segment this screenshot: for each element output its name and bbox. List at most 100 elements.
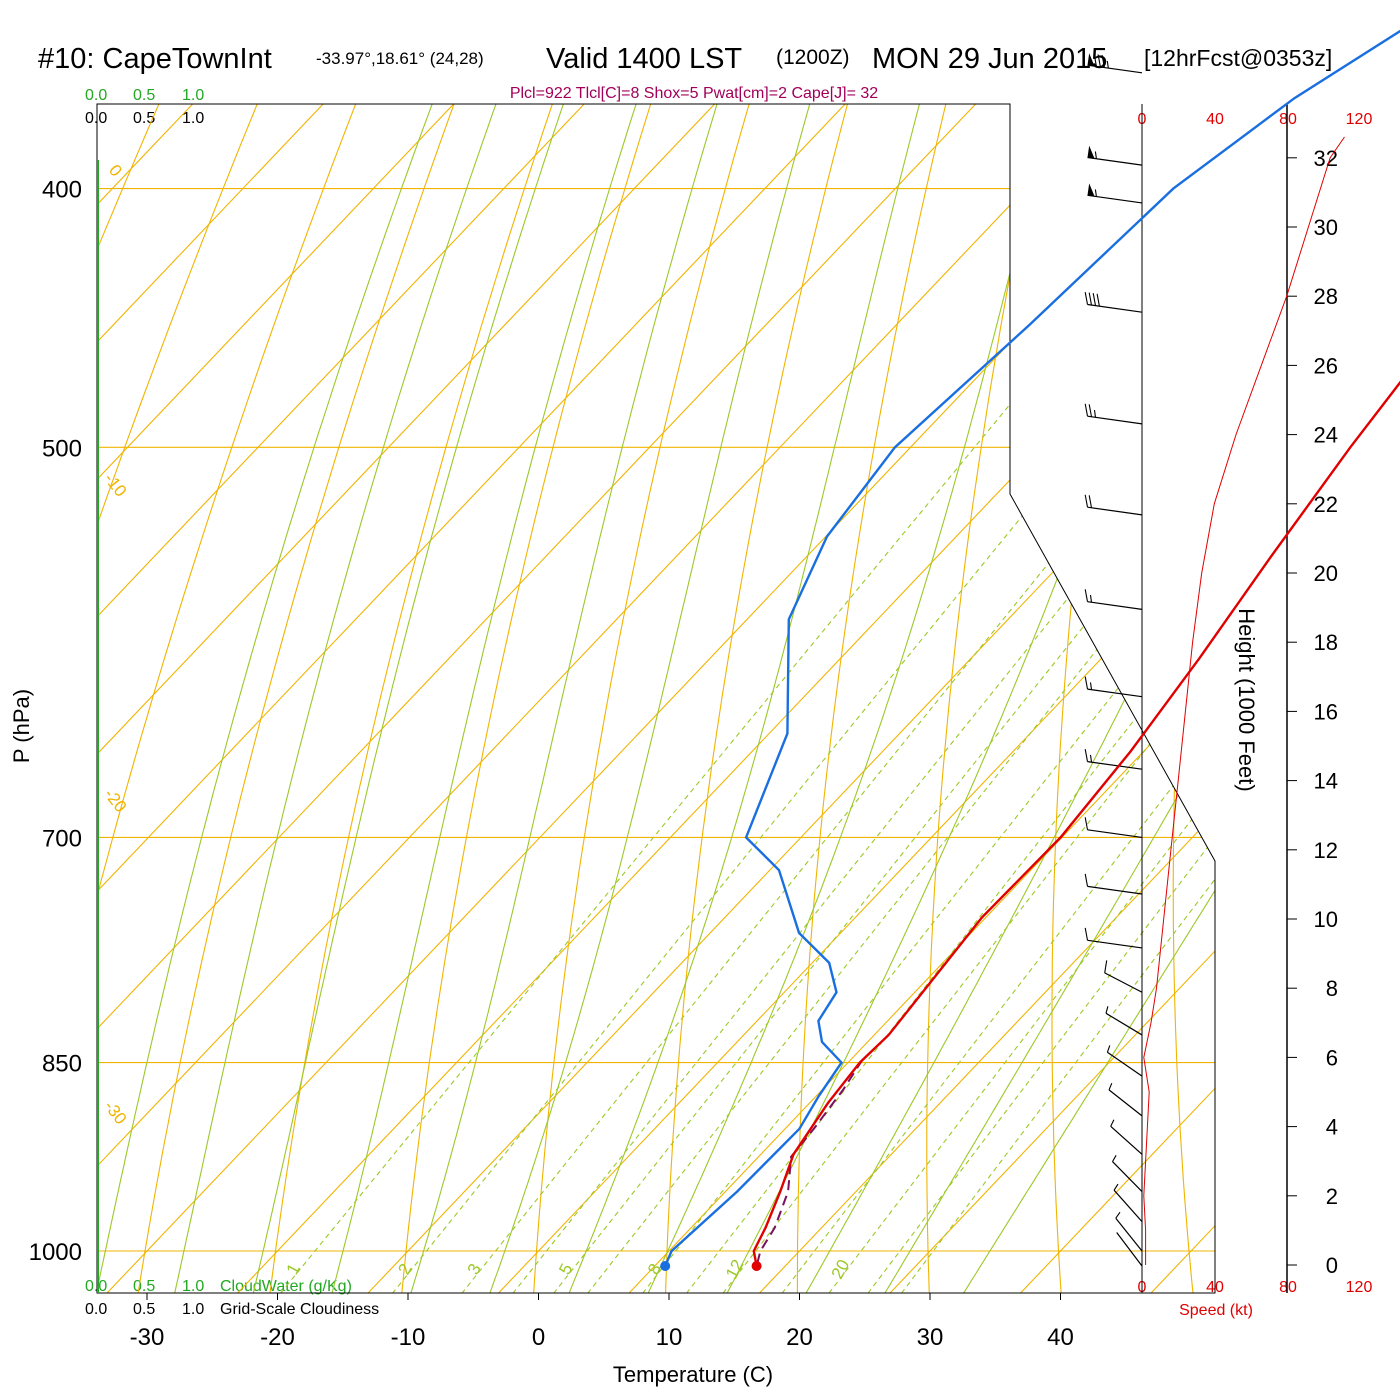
wind-barb-half-flag [1094,189,1097,197]
wind-barb-flag [1096,293,1100,307]
pressure-tick-label: 700 [42,825,82,852]
cloud-scale-top: 0.0 0.5 1.0 0.0 0.5 1.0 [85,87,204,127]
wind-barb-staff [1087,601,1143,610]
wind-barb-flag [1084,494,1089,508]
height-tick-label: 12 [1314,838,1338,863]
isotherm-line [97,104,1215,1293]
wind-barb-flag [1084,403,1089,417]
height-tick-label: 30 [1314,215,1338,240]
wind-barb-staff [1087,64,1143,74]
wind-barb-flag [1084,291,1089,305]
wind-barb-flag [1084,817,1089,830]
height-tick-label: 14 [1314,769,1338,794]
wind-barb-staff [1112,1161,1143,1192]
isotherm-line [97,104,1198,1293]
temperature-line [752,380,1400,1267]
wind-barb-half-flag [1094,151,1097,159]
moist-adiabat-line [797,104,1215,1293]
mixing-ratio-line [817,188,1215,1293]
height-tick-label: 32 [1314,146,1338,171]
temperature-tick-label: 30 [917,1324,944,1351]
cloudwater-tick: 0.0 [85,1278,107,1295]
temperature-tick-label: 20 [786,1324,813,1351]
surface-temperature-marker [751,1261,762,1271]
height-tick-label: 0 [1326,1253,1338,1278]
isotherm-line [97,104,1215,1293]
dewpoint-line [664,29,1400,1267]
isotherm-line [614,104,1215,1293]
mixing-ratio-line [674,188,1215,1293]
dry-adiabat-line [97,104,396,1293]
wind-barb-half-flag [1110,1119,1115,1127]
wind-barb-staff [1105,1012,1143,1036]
dry-adiabat-label: -10 [100,469,130,500]
speed-tick: 40 [1206,111,1224,128]
height-tick-label: 28 [1314,284,1338,309]
cloudiness-label: Grid-Scale Cloudiness [220,1301,379,1318]
stability-indices: Plcl=922 Tlcl[C]=8 Shox=5 Pwat[cm]=2 Cap… [510,85,878,102]
height-tick-label: 26 [1314,353,1338,378]
speed-panel [1141,104,1345,1293]
moist-adiabat-line [954,104,1215,1293]
cloud-scale-bottom: 0.0 0.5 1.0 CloudWater (g/Kg) 0.0 0.5 1.… [85,1278,379,1318]
dry-adiabat-line [796,104,1090,1293]
grid-labels: 1235812200102030100-10-20-30 [100,161,853,1282]
speed-tick: 120 [1346,111,1373,128]
height-tick-label: 4 [1326,1115,1338,1140]
height-tick-label: 2 [1326,1184,1338,1209]
cloudiness-tick: 1.0 [182,110,204,127]
mixing-ratio-label: 3 [464,1260,485,1277]
wind-barb-pennant [1087,183,1095,197]
speed-axis-bottom: 0 40 80 120 Speed (kt) [1138,1279,1373,1319]
mixing-ratio-line [711,188,1215,1293]
mixing-ratio-line [501,188,1215,1293]
cloudwater-tick: 1.0 [182,1278,204,1295]
wind-barb-staff [1087,939,1143,949]
wind-barb-flag [1084,749,1089,762]
wind-barb-staff [1087,194,1143,204]
temperature-tick-label: 10 [656,1324,683,1351]
station-coords: -33.97°,18.61° (24,28) [316,49,484,68]
pressure-tick-label: 500 [42,435,82,462]
wind-barb-flag [1104,960,1108,973]
wind-barb-half-flag [1089,754,1093,763]
height-tick-label: 8 [1326,976,1338,1001]
wind-barb-staff [1087,156,1143,166]
wind-barb-staff [1087,829,1143,839]
parcel-path-line [755,1059,864,1267]
wind-barb-staff [1113,1189,1143,1223]
mixing-ratio-line [380,188,1215,1293]
wind-barb-staff [1115,1217,1143,1252]
isotherm-line [97,104,676,1293]
plot-border [96,103,1216,1294]
height-tick-label: 20 [1314,561,1338,586]
dry-adiabat-line [97,104,569,1293]
moist-adiabat-line [327,104,819,1293]
wind-barb-half-flag [1106,60,1109,69]
wind-barb-staff [1087,885,1143,895]
mixing-ratio-line [541,188,1215,1293]
wind-barb-staff [1087,761,1143,770]
dry-adiabat-line [1291,0,1400,1308]
wind-barb-staff [1110,1125,1143,1155]
zulu-time: (1200Z) [776,46,850,69]
y-axis-label: P (hPa) [9,689,34,763]
dry-adiabat-line [1051,104,1215,1293]
wind-barb-half-flag [1105,1006,1109,1014]
wind-barb-flag [1088,404,1093,417]
pressure-tick-label: 1000 [29,1239,82,1266]
isotherm-line [97,104,937,1293]
height-tick-label: 6 [1326,1045,1338,1070]
isotherm-line [223,104,1215,1293]
wind-barb-half-flag [1112,1155,1117,1162]
x-axis-label: Temperature (C) [613,1362,773,1387]
isotherm-line [1136,104,1215,1293]
cloudiness-tick: 0.5 [133,1301,155,1318]
wind-barb-flag [1084,676,1089,690]
temperature-tick-label: 0 [532,1324,545,1351]
speed-tick: 80 [1279,1279,1297,1296]
cloudiness-tick: 0.0 [85,110,107,127]
wind-barb-flag [1084,589,1089,602]
wind-barb-flag [1092,293,1097,306]
